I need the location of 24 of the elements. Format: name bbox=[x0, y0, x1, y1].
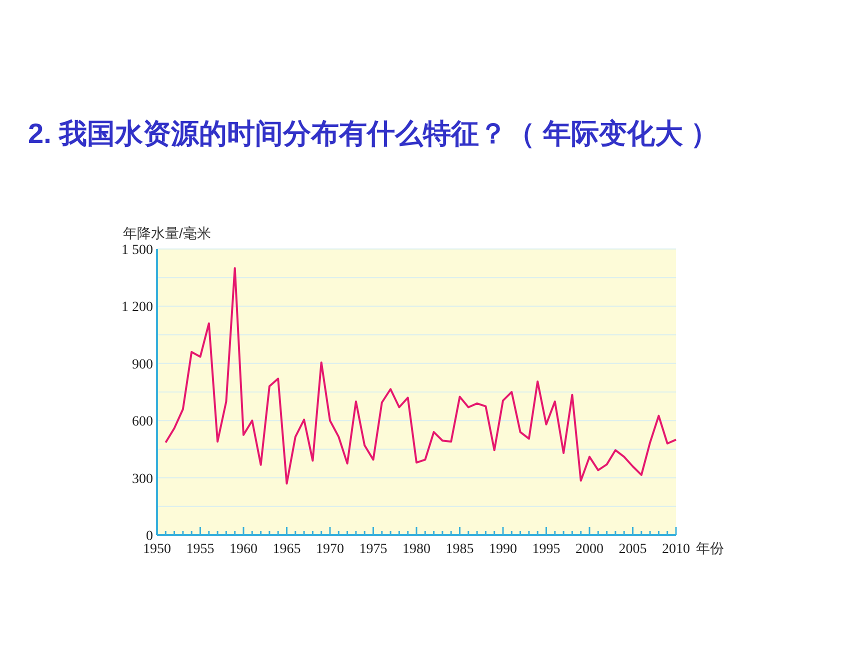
x-tick-label: 1975 bbox=[359, 542, 388, 557]
x-tick-label: 2010 bbox=[662, 542, 690, 557]
plot: 0 300 600 900 1 200 1 500 1950 1955 1960 1965 1970 1975 1980 1985 1990 1995 2000 2005 2010 年降水量/毫米 年份 bbox=[122, 225, 724, 557]
y-tick-label: 300 bbox=[132, 472, 153, 487]
y-axis-title: 年降水量/毫米 bbox=[123, 225, 211, 241]
x-axis-title: 年份 bbox=[696, 540, 724, 556]
y-tick-label: 600 bbox=[132, 414, 153, 430]
x-tick-label: 1995 bbox=[532, 542, 560, 557]
x-tick-label: 1950 bbox=[143, 542, 171, 557]
y-tick-label: 1 500 bbox=[122, 243, 153, 258]
chart-title: 2. 我国水资源的时间分布有什么特征？（ 年际变化大 ） bbox=[28, 118, 719, 149]
y-tick-label: 900 bbox=[132, 357, 153, 372]
x-tick-label: 1985 bbox=[446, 542, 474, 557]
x-tick-label: 1960 bbox=[230, 542, 258, 557]
y-tick-label: 1 200 bbox=[122, 300, 153, 316]
x-tick-label: 2000 bbox=[576, 542, 604, 557]
y-tick-label: 0 bbox=[146, 529, 153, 544]
x-tick-label: 1965 bbox=[272, 542, 301, 557]
x-tick-label: 1990 bbox=[489, 542, 517, 557]
line-series bbox=[164, 267, 677, 485]
x-tick-label: 1955 bbox=[186, 542, 214, 557]
x-tick-label: 1970 bbox=[316, 542, 344, 557]
x-tick-label: 1980 bbox=[402, 542, 430, 557]
x-tick-label: 2005 bbox=[618, 542, 647, 557]
